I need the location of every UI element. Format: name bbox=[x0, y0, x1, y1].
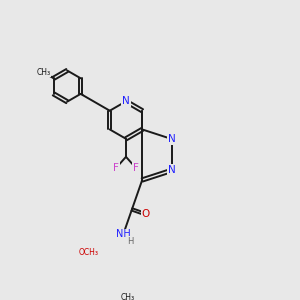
Text: CH₃: CH₃ bbox=[121, 293, 135, 300]
Text: OCH₃: OCH₃ bbox=[79, 248, 99, 257]
Text: CH₃: CH₃ bbox=[36, 68, 50, 77]
Text: O: O bbox=[141, 209, 150, 219]
Text: N: N bbox=[168, 165, 176, 175]
Text: F: F bbox=[113, 163, 119, 172]
Text: N: N bbox=[122, 96, 130, 106]
Text: NH: NH bbox=[116, 230, 130, 239]
Text: H: H bbox=[127, 237, 134, 246]
Text: F: F bbox=[133, 163, 139, 172]
Text: N: N bbox=[168, 134, 176, 144]
